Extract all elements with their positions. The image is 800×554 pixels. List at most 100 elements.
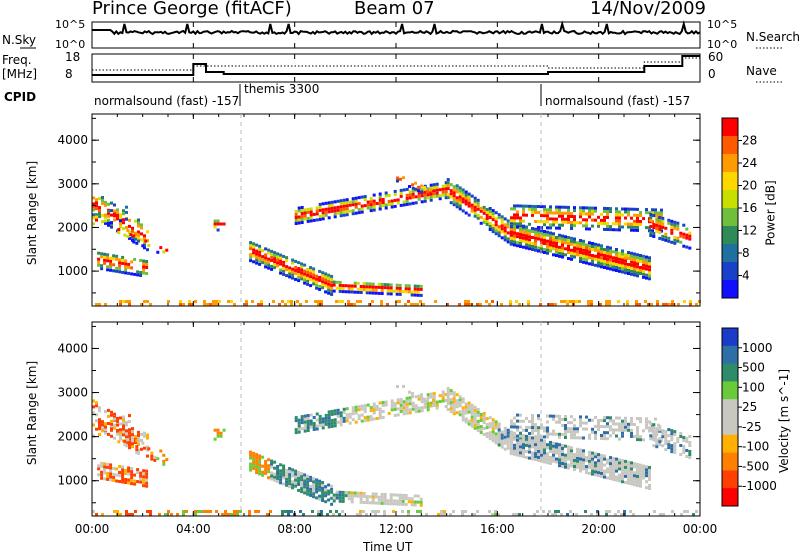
power-cell xyxy=(606,266,609,270)
power-cell xyxy=(543,208,546,212)
power-cell xyxy=(603,266,606,269)
power-cell xyxy=(624,216,627,220)
power-cell xyxy=(297,215,301,219)
power-cell xyxy=(118,267,122,271)
velocity-cell xyxy=(609,416,612,420)
velocity-cell xyxy=(110,434,113,438)
velocity-cell xyxy=(458,401,462,405)
power-cell xyxy=(633,267,636,271)
power-cell xyxy=(546,208,549,212)
velocity-cell xyxy=(267,476,271,480)
power-cell xyxy=(396,176,399,180)
velocity-cell xyxy=(270,474,274,478)
power-cell xyxy=(603,263,606,266)
velocity-cell xyxy=(688,456,692,459)
power-cell xyxy=(594,209,597,213)
power-cell xyxy=(95,213,98,217)
power-cell xyxy=(386,286,390,290)
velocity-cell xyxy=(294,428,298,432)
velocity-cell xyxy=(270,462,274,466)
velocity-cell xyxy=(420,400,424,404)
power-cell xyxy=(673,241,677,245)
power-cell xyxy=(567,236,570,239)
velocity-cell xyxy=(639,469,642,473)
velocity-cell xyxy=(362,492,366,495)
velocity-cell xyxy=(420,396,423,400)
power-cell xyxy=(464,211,468,215)
power-cell xyxy=(579,254,582,257)
power-cell xyxy=(414,195,418,199)
power-cell xyxy=(561,255,564,259)
power-cell xyxy=(134,237,137,241)
velocity-cell xyxy=(303,488,307,492)
velocity-cell xyxy=(185,510,188,513)
velocity-cell xyxy=(582,464,585,468)
power-cell xyxy=(537,234,540,238)
velocity-cell xyxy=(294,478,298,482)
velocity-cell xyxy=(555,420,558,424)
velocity-cell xyxy=(591,430,594,434)
velocity-cell xyxy=(249,456,253,460)
power-cell xyxy=(396,198,400,202)
velocity-cell xyxy=(276,471,280,474)
power-cell xyxy=(537,205,540,208)
power-cell xyxy=(609,225,612,229)
power-cell xyxy=(444,181,448,185)
power-cell xyxy=(603,206,606,210)
velocity-cell xyxy=(303,479,307,483)
velocity-cell xyxy=(585,421,588,425)
velocity-cell xyxy=(506,446,510,450)
power-cell xyxy=(449,192,453,196)
power-cell xyxy=(621,261,624,265)
power-cell xyxy=(661,216,665,220)
power-cell xyxy=(476,201,480,205)
velocity-cell xyxy=(360,407,364,411)
power-cell xyxy=(654,214,657,218)
power-cell xyxy=(386,289,390,293)
power-cell xyxy=(249,241,253,245)
velocity-cell xyxy=(279,478,283,482)
velocity-cell xyxy=(588,418,591,422)
power-cell xyxy=(615,257,618,260)
power-cell xyxy=(552,235,555,239)
power-cell xyxy=(497,231,501,235)
velocity-cell xyxy=(491,421,495,425)
power-cell xyxy=(104,219,107,223)
velocity-cell xyxy=(255,456,259,460)
power-cell xyxy=(552,244,555,248)
power-cell xyxy=(103,261,107,265)
velocity-cell xyxy=(491,436,495,440)
power-cell xyxy=(372,199,376,203)
power-cell xyxy=(639,220,642,223)
velocity-cell xyxy=(513,443,516,447)
power-cell xyxy=(491,300,494,303)
velocity-cell xyxy=(282,467,286,471)
power-cell xyxy=(642,257,645,261)
power-cell xyxy=(516,244,519,248)
power-cell xyxy=(648,268,651,272)
power-cell xyxy=(467,204,471,208)
velocity-cell xyxy=(519,439,522,443)
power-cell xyxy=(389,283,393,287)
velocity-cell xyxy=(615,466,618,470)
power-cell xyxy=(473,196,477,200)
velocity-cell xyxy=(558,420,561,424)
velocity-cell xyxy=(682,445,686,448)
power-cell xyxy=(458,201,462,205)
velocity-cell xyxy=(667,434,671,438)
power-cell xyxy=(252,242,256,246)
power-cell xyxy=(606,225,609,228)
power-cell xyxy=(531,210,534,214)
velocity-cell xyxy=(396,413,400,417)
velocity-cell xyxy=(134,435,137,438)
velocity-cell xyxy=(552,441,555,445)
colorbar-swatch xyxy=(722,226,738,245)
power-cell xyxy=(300,265,304,269)
power-cell xyxy=(585,227,588,231)
power-cell xyxy=(558,236,561,240)
power-cell xyxy=(642,272,645,276)
velocity-cell xyxy=(467,410,471,414)
velocity-cell xyxy=(518,513,521,516)
velocity-cell xyxy=(124,472,128,475)
velocity-cell xyxy=(609,465,612,469)
